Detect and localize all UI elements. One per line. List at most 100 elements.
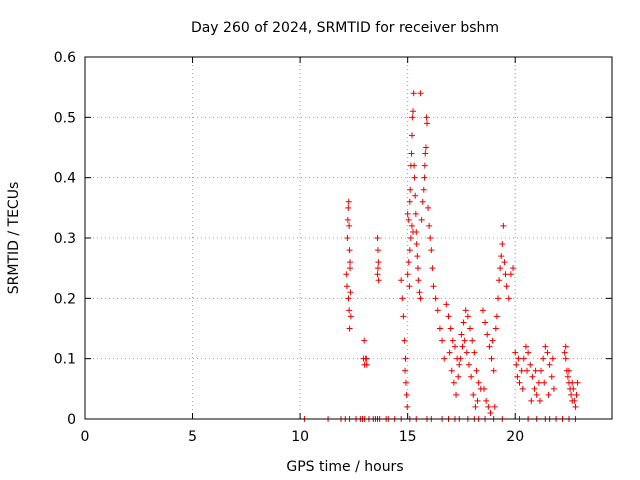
data-point (419, 198, 426, 205)
data-point (487, 409, 494, 416)
data-point (453, 391, 460, 398)
data-point (414, 265, 421, 272)
data-point (527, 361, 534, 368)
data-point (363, 361, 370, 368)
data-point (450, 379, 457, 386)
data-point (345, 204, 352, 211)
y-tick-label: 0.5 (54, 110, 76, 126)
data-point (412, 192, 419, 199)
data-point (546, 361, 553, 368)
data-point (430, 283, 437, 290)
data-point (569, 397, 576, 404)
data-point (345, 295, 352, 302)
data-point (346, 307, 353, 314)
data-point (406, 283, 413, 290)
data-point (443, 301, 450, 308)
data-point (456, 361, 463, 368)
data-point (538, 367, 545, 374)
data-point (404, 403, 411, 410)
data-point (374, 235, 381, 241)
data-point (413, 241, 420, 248)
data-point (503, 283, 510, 290)
y-axis-label: SRMTID / TECUs (6, 182, 22, 295)
data-point (463, 349, 470, 356)
data-point (481, 385, 488, 392)
data-point (457, 355, 464, 362)
data-point (374, 265, 381, 272)
data-point (496, 277, 503, 284)
data-point (346, 222, 353, 229)
data-point (422, 150, 429, 157)
data-point (497, 265, 504, 272)
data-point (361, 337, 368, 344)
data-point (422, 144, 429, 151)
data-point (441, 355, 448, 362)
data-point (519, 385, 526, 392)
data-point (564, 373, 571, 380)
data-point (429, 265, 436, 272)
data-point (408, 132, 415, 139)
data-point (374, 247, 381, 254)
data-point (398, 277, 405, 284)
data-point (406, 247, 413, 254)
data-point (408, 150, 415, 157)
x-tick-label: 0 (81, 429, 90, 445)
data-point (400, 313, 407, 320)
data-point (347, 265, 354, 272)
y-tick-label: 0.3 (54, 231, 76, 247)
data-point (375, 259, 382, 266)
data-point (532, 367, 539, 374)
data-point (421, 162, 428, 169)
axis-ticks (84, 56, 612, 420)
y-tick-label: 0.6 (54, 50, 76, 66)
data-point (479, 307, 486, 314)
data-point (423, 114, 430, 121)
tick-labels: 0 5 10 15 20 0 0.1 0.2 0.3 0.4 0.5 0.6 (54, 50, 524, 445)
data-point (343, 271, 350, 278)
grid-layer (85, 57, 612, 419)
data-point (485, 403, 492, 410)
data-point (510, 265, 517, 272)
data-point (428, 247, 435, 254)
data-point (426, 222, 433, 229)
data-point (467, 325, 474, 332)
data-point (502, 271, 509, 278)
data-point (483, 397, 490, 404)
data-point (505, 295, 512, 302)
data-point (403, 391, 410, 398)
data-point (531, 385, 538, 392)
x-axis-label: GPS time / hours (286, 459, 403, 475)
data-point (572, 403, 579, 410)
data-point (417, 295, 424, 302)
data-point (471, 349, 478, 356)
x-tick-label: 20 (506, 429, 524, 445)
y-tick-label: 0.2 (54, 291, 76, 307)
data-point (432, 295, 439, 302)
data-point (462, 307, 469, 314)
data-point (522, 343, 529, 350)
data-point (465, 361, 472, 368)
data-point (475, 379, 482, 386)
data-point (493, 313, 500, 320)
data-point (492, 325, 499, 332)
data-point (404, 271, 411, 278)
data-point (411, 162, 418, 169)
x-tick-label: 10 (291, 429, 309, 445)
data-point (486, 343, 493, 350)
data-point (410, 108, 417, 115)
data-point (421, 174, 428, 181)
data-point (434, 307, 441, 314)
data-point (535, 379, 542, 386)
data-point (562, 355, 569, 362)
data-point (542, 343, 549, 350)
data-point (455, 373, 462, 380)
data-point (473, 367, 480, 374)
data-point (347, 289, 354, 296)
data-point (343, 283, 350, 290)
data-point (544, 349, 551, 356)
data-point (446, 349, 453, 356)
data-point (561, 349, 568, 356)
data-point (545, 391, 552, 398)
data-point (414, 253, 421, 260)
